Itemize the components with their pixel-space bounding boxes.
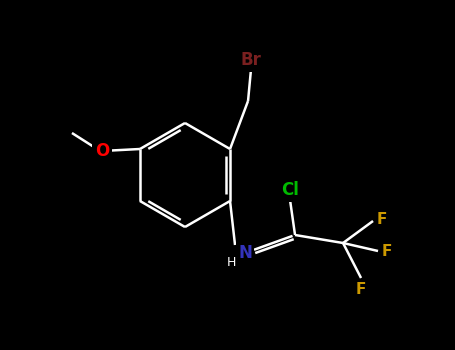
Text: F: F	[382, 244, 392, 259]
Text: N: N	[238, 244, 252, 262]
Text: Br: Br	[241, 51, 262, 69]
Text: Cl: Cl	[281, 181, 299, 199]
Text: O: O	[95, 142, 109, 160]
Text: H: H	[226, 257, 236, 270]
Text: F: F	[356, 281, 366, 296]
Text: F: F	[377, 211, 387, 226]
